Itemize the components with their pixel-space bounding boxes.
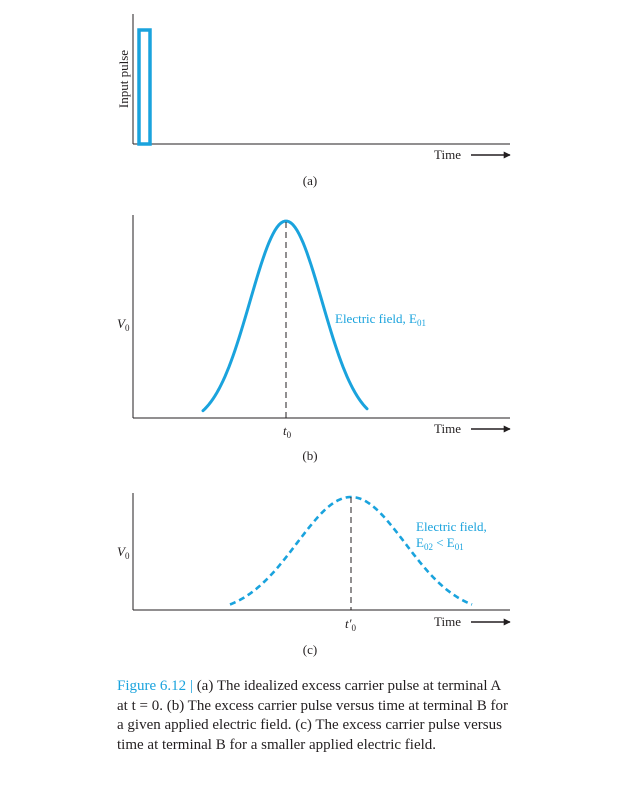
- panel-c-time-label: Time: [434, 614, 461, 629]
- caption-figure-number: Figure 6.12: [117, 678, 187, 694]
- pulse-curve-b: [201, 219, 369, 413]
- panel-a-ylabel: Input pulse: [116, 50, 131, 108]
- panel-a: Input pulse Time (a): [116, 14, 511, 188]
- panel-a-time-label: Time: [434, 147, 461, 162]
- panel-b: V0 Electric field, E01 t0 Time (b): [117, 215, 511, 463]
- panel-c-ylabel: V0: [117, 544, 130, 561]
- panel-c-t-label: t′0: [345, 616, 356, 633]
- panel-b-curve-label: Electric field, E01: [335, 311, 426, 328]
- panel-c: V0 Electric field, E02 < E01 t′0 Time (c…: [117, 493, 511, 657]
- panel-c-curve-label-line2: E02 < E01: [416, 535, 464, 552]
- panel-c-curve-label-line1: Electric field,: [416, 519, 487, 534]
- panel-b-time-label: Time: [434, 421, 461, 436]
- panel-b-t-label: t0: [283, 423, 292, 440]
- panel-b-ylabel: V0: [117, 316, 130, 333]
- panel-a-tag: (a): [303, 173, 317, 188]
- caption-separator: |: [186, 678, 197, 694]
- figure-caption: Figure 6.12 | (a) The idealized excess c…: [117, 677, 512, 755]
- panel-c-tag: (c): [303, 642, 317, 657]
- panel-b-tag: (b): [302, 448, 317, 463]
- input-pulse-rect: [137, 28, 152, 146]
- caption-text: (a) The idealized excess carrier pulse a…: [117, 678, 508, 753]
